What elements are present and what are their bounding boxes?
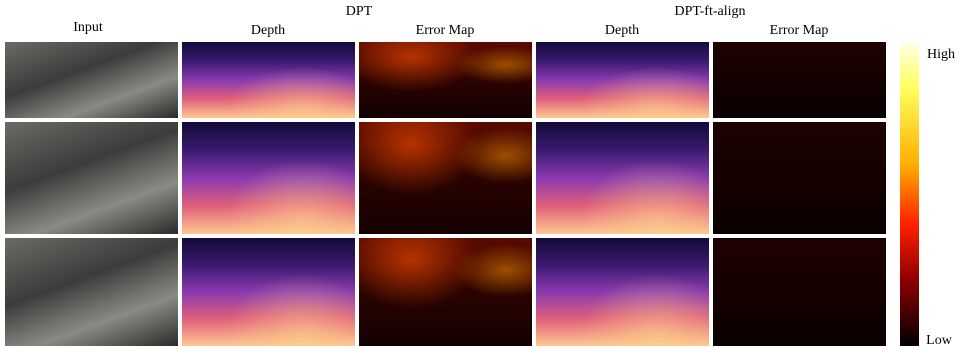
image-input xyxy=(5,122,178,234)
figure: Input DPT Depth Error Map DPT-ft-align D… xyxy=(0,0,965,348)
image-depth xyxy=(182,238,355,346)
column-label: Error Map xyxy=(770,23,829,39)
column-label: Depth xyxy=(251,23,285,39)
group-title: DPT xyxy=(346,4,372,20)
image-err2 xyxy=(713,238,886,346)
colorbar-low: Low xyxy=(926,333,952,348)
image-depth xyxy=(182,42,355,118)
column-label: Error Map xyxy=(416,23,475,39)
image-err1 xyxy=(359,42,532,118)
image-depth xyxy=(536,238,709,346)
column-label: Input xyxy=(73,20,103,36)
image-depth xyxy=(182,122,355,234)
image-input xyxy=(5,42,178,118)
image-err2 xyxy=(713,122,886,234)
image-err1 xyxy=(359,238,532,346)
image-input xyxy=(5,238,178,346)
column-label: Depth xyxy=(605,23,639,39)
colorbar-high: High xyxy=(927,47,955,63)
group-title: DPT-ft-align xyxy=(674,4,745,20)
image-err1 xyxy=(359,122,532,234)
image-depth xyxy=(536,42,709,118)
image-err2 xyxy=(713,42,886,118)
image-depth xyxy=(536,122,709,234)
colorbar xyxy=(900,42,919,346)
